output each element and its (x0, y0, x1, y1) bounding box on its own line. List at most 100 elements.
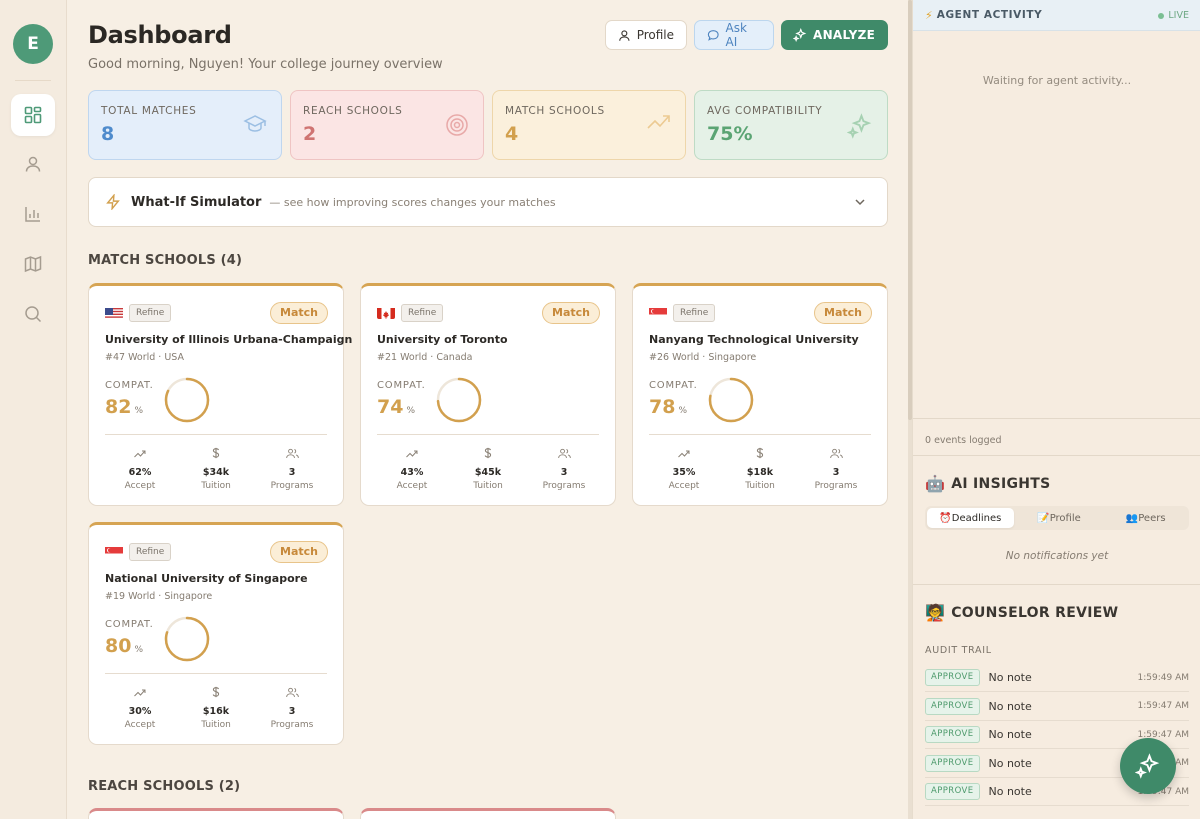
match-badge: Match (814, 302, 872, 324)
lightning-icon: ⚡ (925, 8, 933, 22)
avatar[interactable]: E (13, 24, 53, 64)
programs-stat: 3 Programs (262, 444, 322, 491)
approve-badge: APPROVE (925, 726, 980, 743)
compat-value: 74% (377, 396, 415, 418)
analyze-button-label: ANALYZE (813, 28, 876, 42)
school-name: University of Toronto (377, 333, 508, 346)
card-divider (377, 434, 599, 435)
compat-unit: % (678, 406, 688, 416)
school-card[interactable]: Refine Match University of Toronto #21 W… (360, 283, 616, 506)
tab-profile[interactable]: 📝 Profile (1016, 506, 1103, 530)
tab-label: Peers (1138, 512, 1166, 524)
stat-label: MATCH SCHOOLS (505, 105, 605, 117)
dashboard-icon (24, 106, 42, 124)
card-divider (105, 673, 327, 674)
tab-deadlines[interactable]: ⏰ Deadlines (927, 508, 1014, 528)
section-title-match: MATCH SCHOOLS (4) (88, 253, 243, 268)
live-label: LIVE (1168, 10, 1189, 21)
singapore-flag-icon (649, 306, 667, 319)
ask-ai-button-label: Ask AI (725, 21, 747, 49)
reach-school-card[interactable] (88, 808, 344, 819)
nav-search[interactable] (11, 293, 55, 335)
tuition-label: Tuition (201, 481, 231, 491)
acceptance-value: 30% (128, 706, 152, 717)
audit-timestamp: 1:59:47 AM (1137, 786, 1189, 797)
nav-analytics[interactable] (11, 193, 55, 235)
tuition-value: $34k (202, 467, 230, 478)
refine-button[interactable]: Refine (401, 304, 444, 322)
target-icon (446, 114, 468, 136)
ai-assistant-fab[interactable] (1120, 738, 1176, 794)
compat-ring (164, 377, 210, 423)
people-icon (829, 448, 843, 459)
reach-school-card[interactable] (360, 808, 616, 819)
stat-total-matches: TOTAL MATCHES 8 (88, 90, 282, 160)
stat-label: TOTAL MATCHES (101, 105, 197, 117)
audit-note: No note (988, 728, 1032, 741)
school-name: National University of Singapore (105, 572, 308, 585)
tuition-value: $45k (474, 467, 502, 478)
nav-profile[interactable] (11, 143, 55, 185)
stat-reach-schools: REACH SCHOOLS 2 (290, 90, 484, 160)
analyze-button[interactable]: ANALYZE (781, 20, 888, 50)
refine-button[interactable]: Refine (673, 304, 716, 322)
tuition-value: $16k (202, 706, 230, 717)
dollar-icon (212, 447, 220, 459)
acceptance-stat: 30% Accept (110, 683, 170, 730)
stat-label: REACH SCHOOLS (303, 105, 403, 117)
programs-value: 3 (832, 467, 840, 478)
refine-button[interactable]: Refine (129, 304, 172, 322)
sparkles-icon (793, 28, 807, 42)
school-ranking-location: #21 World · Canada (377, 352, 473, 363)
what-if-simulator-toggle[interactable]: What-If Simulator — see how improving sc… (88, 177, 888, 227)
acceptance-value: 62% (128, 467, 152, 478)
compat-number: 74 (377, 396, 404, 418)
compat-ring-progress (708, 377, 754, 423)
main-scrollbar[interactable] (908, 0, 912, 819)
compat-label: COMPAT. (105, 619, 154, 630)
school-name: University of Illinois Urbana-Champaign (105, 333, 353, 346)
approve-badge: APPROVE (925, 783, 980, 800)
acceptance-value: 43% (400, 467, 424, 478)
match-badge: Match (270, 541, 328, 563)
compat-ring-progress (164, 616, 210, 662)
nav-dashboard[interactable] (11, 94, 55, 136)
events-count: 0 events logged (925, 435, 1002, 446)
audit-note: No note (988, 671, 1032, 684)
profile-button[interactable]: Profile (605, 20, 687, 50)
school-card[interactable]: Refine Match Nanyang Technological Unive… (632, 283, 888, 506)
profile-button-label: Profile (636, 28, 674, 42)
audit-timestamp: 1:59:47 AM (1137, 729, 1189, 740)
acceptance-label: Accept (396, 481, 428, 491)
compat-ring (164, 616, 210, 662)
programs-stat: 3 Programs (262, 683, 322, 730)
panel-divider (913, 455, 1200, 456)
tab-peers[interactable]: 👥 Peers (1102, 506, 1189, 530)
refine-button[interactable]: Refine (129, 543, 172, 561)
what-if-title: What-If Simulator (131, 194, 262, 210)
nav-map[interactable] (11, 243, 55, 285)
school-ranking-location: #47 World · USA (105, 352, 185, 363)
stat-value: 8 (101, 123, 115, 145)
acceptance-label: Accept (668, 481, 700, 491)
scrollbar-thumb[interactable] (908, 0, 912, 420)
school-card[interactable]: Refine Match University of Illinois Urba… (88, 283, 352, 506)
tuition-label: Tuition (201, 720, 231, 730)
main-content: Dashboard Good morning, Nguyen! Your col… (68, 0, 908, 819)
ai-insights-title: 🤖 AI INSIGHTS (925, 474, 1051, 493)
panel-divider (913, 418, 1200, 419)
trending-up-icon (134, 450, 146, 458)
tuition-stat: $34k Tuition (186, 444, 246, 491)
school-card[interactable]: Refine Match National University of Sing… (88, 522, 344, 745)
compat-unit: % (406, 406, 416, 416)
school-name: Nanyang Technological University (649, 333, 859, 346)
card-divider (105, 434, 327, 435)
memo-icon: 📝 (1037, 512, 1050, 524)
graduation-cap-icon (243, 115, 267, 132)
audit-timestamp: 1:59:47 AM (1137, 701, 1189, 711)
compat-number: 80 (105, 635, 132, 657)
people-icon (285, 687, 299, 698)
ask-ai-button[interactable]: Ask AI (694, 20, 774, 50)
stat-label: AVG COMPATIBILITY (707, 105, 823, 117)
audit-trail-label: AUDIT TRAIL (925, 645, 992, 656)
